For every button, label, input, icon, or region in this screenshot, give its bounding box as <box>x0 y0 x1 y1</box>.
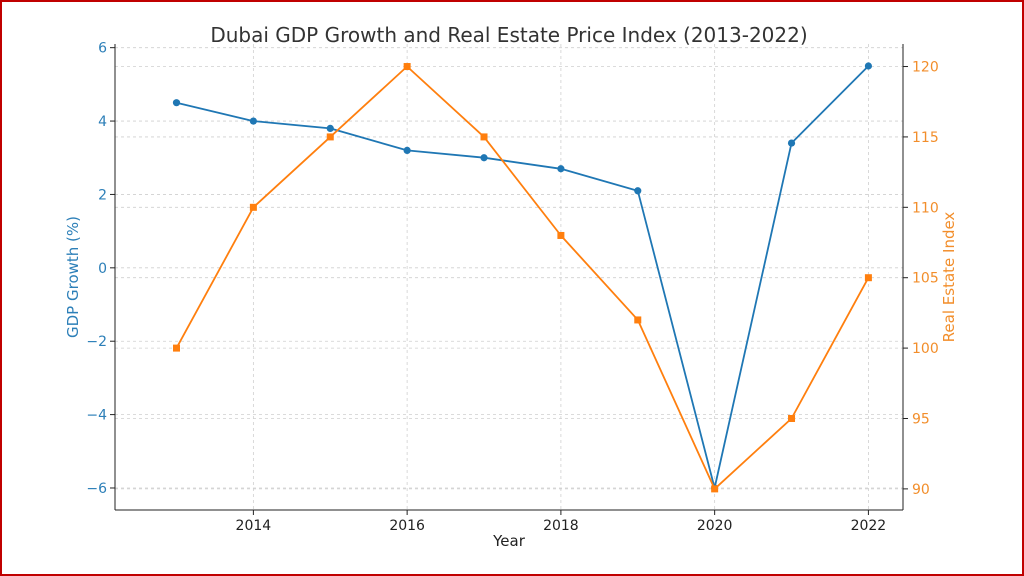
series-1-point <box>403 146 411 155</box>
y-right-tick-label: 120 <box>912 60 939 76</box>
series-2-point <box>173 344 181 352</box>
series-2-point <box>711 485 719 493</box>
series-1-point <box>864 62 873 70</box>
series-1-point <box>480 154 488 162</box>
y-axis-right-label: Real Estate Index <box>940 212 958 343</box>
y-left-tick-label: 6 <box>98 41 107 57</box>
y-left-tick-label: 0 <box>98 261 107 277</box>
series-1-point <box>787 139 796 147</box>
y-right-tick-label: 115 <box>912 130 939 146</box>
axes: 2014 2016 2018 2020 2022 −6 −4 −2 0 2 4 6 90 95 100 105… <box>86 41 938 534</box>
y-left-tick-label: −4 <box>86 408 107 424</box>
x-tick-label: 2018 <box>543 518 579 534</box>
y-right-tick-label: 110 <box>912 200 939 216</box>
series-2-line <box>175 65 870 490</box>
x-tick-label: 2022 <box>851 518 887 534</box>
y-axis-left-label: GDP Growth (%) <box>64 216 82 338</box>
y-left-tick-label: 2 <box>98 187 107 203</box>
series-1-point <box>326 124 334 132</box>
series-1-point <box>172 99 181 107</box>
x-tick-label: 2016 <box>389 518 425 534</box>
series-1-line <box>176 65 870 489</box>
series-1-point <box>249 117 257 125</box>
series-1-point <box>634 187 642 195</box>
x-tick-label: 2014 <box>236 518 272 534</box>
series-2-point <box>249 203 257 211</box>
series-2-point <box>480 133 488 141</box>
series-2-point <box>403 63 411 71</box>
x-axis-label: Year <box>492 532 526 550</box>
y-right-tick-label: 100 <box>912 341 939 357</box>
chart-title: Dubai GDP Growth and Real Estate Price I… <box>210 23 807 47</box>
series-2-point <box>788 414 796 422</box>
series-2-point <box>864 274 872 282</box>
series-layer <box>172 62 873 493</box>
y-left-tick-label: −6 <box>86 481 107 497</box>
grid <box>115 44 903 510</box>
y-right-tick-label: 105 <box>912 271 939 287</box>
series-1-point <box>557 165 565 173</box>
y-right-tick-label: 90 <box>912 482 930 498</box>
x-tick-label: 2020 <box>697 518 733 534</box>
y-left-tick-label: −2 <box>86 334 107 350</box>
series-2-point <box>326 133 334 141</box>
series-2-point <box>634 316 642 324</box>
y-right-tick-label: 95 <box>912 411 930 427</box>
series-2-point <box>557 231 565 239</box>
y-left-tick-label: 4 <box>98 114 107 130</box>
